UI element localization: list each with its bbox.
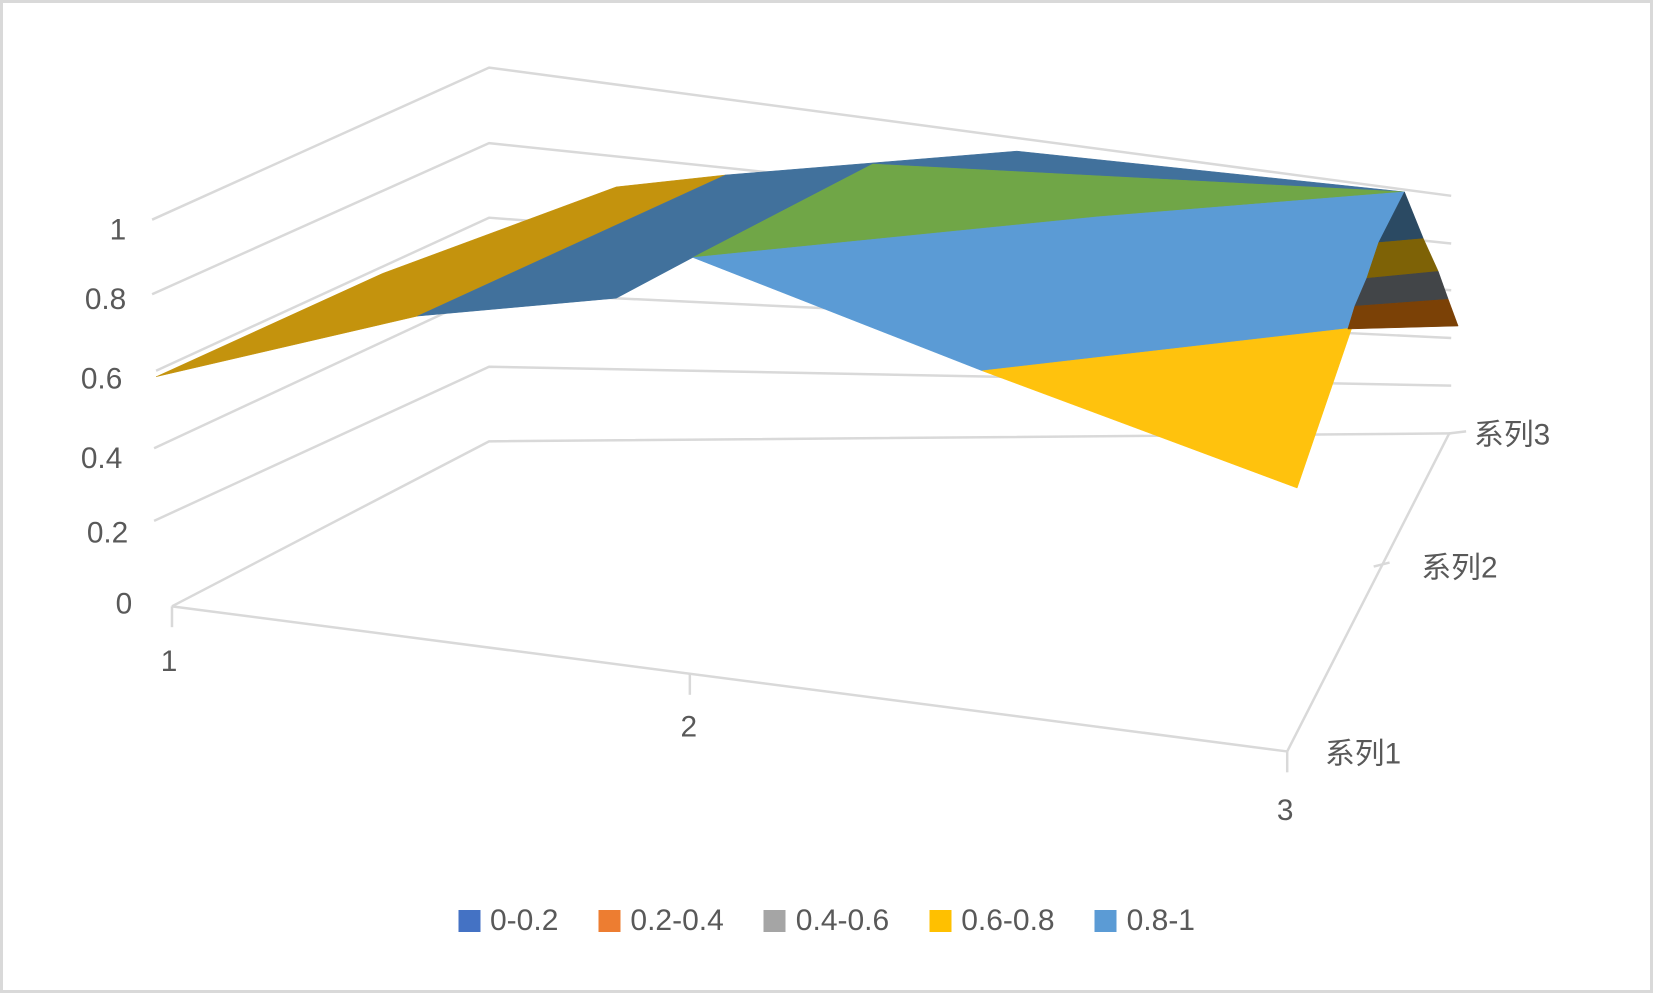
legend-item-0.2-0.4[interactable]: 0.2-0.4 — [598, 904, 724, 938]
category-axis-line — [171, 605, 1288, 753]
series-axis-label: 系列1 — [1325, 737, 1401, 770]
value-gridline-1 — [151, 66, 1452, 221]
value-axis-label: 1 — [110, 214, 127, 247]
value-axis-label: 0 — [116, 587, 133, 620]
value-axis-label: 0.2 — [87, 517, 128, 550]
legend-item-0.4-0.6[interactable]: 0.4-0.6 — [763, 904, 890, 938]
legend-swatch-icon — [458, 910, 480, 932]
legend-item-0-0.2[interactable]: 0-0.2 — [458, 904, 558, 938]
legend-item-0.8-1[interactable]: 0.8-1 — [1094, 904, 1195, 938]
legend-swatch-icon — [598, 910, 621, 932]
legend-swatch-icon — [763, 910, 786, 932]
category-axis-label: 2 — [681, 711, 698, 744]
legend-swatch-icon — [1094, 910, 1117, 932]
legend-label: 0.6-0.8 — [961, 904, 1055, 937]
value-axis-label: 0.4 — [81, 442, 122, 475]
category-axis-label: 3 — [1277, 794, 1294, 827]
chart-legend: 0-0.2 0.2-0.4 0.4-0.6 0.6-0.8 0.8-1 — [458, 904, 1195, 938]
value-gridline-0 — [171, 432, 1452, 608]
axis-tick-4 — [1449, 430, 1467, 435]
series-axis-label: 系列3 — [1474, 418, 1550, 451]
legend-label: 0.8-1 — [1126, 904, 1195, 937]
legend-label: 0.2-0.4 — [630, 904, 724, 937]
legend-item-0.6-0.8[interactable]: 0.6-0.8 — [929, 904, 1055, 938]
series-axis-label: 系列2 — [1421, 552, 1497, 585]
axis-tick-3 — [1373, 561, 1390, 568]
category-axis-label: 1 — [161, 645, 178, 678]
value-axis-label: 0.8 — [85, 283, 126, 316]
value-axis-label: 0.6 — [81, 363, 122, 396]
surface-band-0.2-0.4-right-cliff — [1347, 298, 1459, 330]
surface-band-0.6-0.8-left-slope — [155, 174, 726, 377]
surface-band-0.6-0.8-top — [981, 327, 1353, 489]
series-axis-line — [1286, 432, 1451, 753]
legend-label: 0-0.2 — [490, 904, 559, 937]
legend-label: 0.4-0.6 — [795, 904, 890, 937]
legend-swatch-icon — [929, 910, 952, 932]
